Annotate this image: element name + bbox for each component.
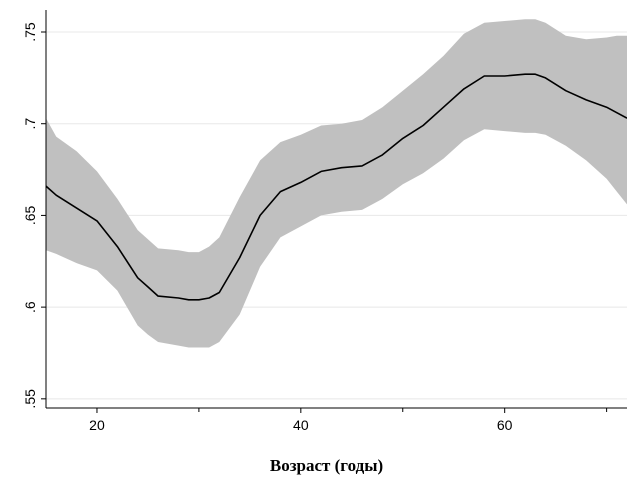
x-tick-label: 40 xyxy=(293,417,309,433)
y-tick-label: .65 xyxy=(22,205,38,225)
y-tick-label: .7 xyxy=(22,118,38,130)
axes-layer: .55 .6 .65 .7 .75 20 40 60 xyxy=(22,10,627,433)
x-axis-title: Возраст (годы) xyxy=(270,456,383,475)
x-tick-label: 20 xyxy=(89,417,105,433)
estimate-line xyxy=(45,73,627,301)
y-tick-label: .55 xyxy=(22,389,38,409)
x-tick-label: 60 xyxy=(497,417,513,433)
confidence-band xyxy=(46,19,627,348)
y-tick-label: .6 xyxy=(22,301,38,313)
y-tick-label: .75 xyxy=(22,22,38,42)
